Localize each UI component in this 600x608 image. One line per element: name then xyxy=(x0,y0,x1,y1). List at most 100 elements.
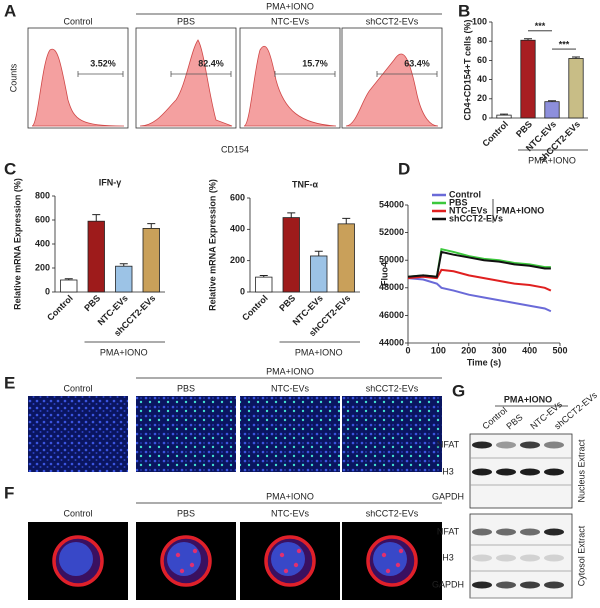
sample-label: shCCT2-EVs xyxy=(366,383,419,393)
band xyxy=(520,441,540,449)
lane-label: Control xyxy=(480,405,509,431)
legend-label: NTC-EVs xyxy=(449,205,488,215)
series-line xyxy=(407,250,551,278)
band xyxy=(496,554,516,562)
x-tick-label: 0 xyxy=(405,345,410,355)
y-tick-label: 400 xyxy=(35,238,50,248)
puncta xyxy=(279,552,285,558)
bar xyxy=(282,217,300,293)
bar xyxy=(115,265,133,293)
y-axis-label: Relative mRNA Expression (%) xyxy=(207,179,217,311)
error-bar xyxy=(259,275,268,278)
band xyxy=(544,581,564,589)
error-bar xyxy=(64,278,73,280)
puncta xyxy=(296,548,302,554)
bar xyxy=(310,255,328,293)
y-tick-label: 46000 xyxy=(379,310,404,320)
puncta xyxy=(293,562,299,568)
puncta xyxy=(283,568,289,574)
error-bar xyxy=(500,113,508,116)
band xyxy=(496,441,516,449)
micrograph xyxy=(28,396,128,472)
micrograph xyxy=(342,396,442,472)
y-axis-label: Fluo4 xyxy=(379,262,389,286)
legend-group-label: PMA+IONO xyxy=(496,205,544,215)
histogram xyxy=(31,48,125,127)
fraction-label: Nucleus Extract xyxy=(576,439,586,503)
significance: *** xyxy=(535,21,546,31)
histogram xyxy=(345,53,439,127)
band xyxy=(472,468,492,476)
panel-letter: D xyxy=(398,159,410,178)
band xyxy=(544,441,564,449)
micrograph xyxy=(136,396,236,472)
y-tick-label: 50000 xyxy=(379,255,404,265)
band xyxy=(496,468,516,476)
x-tick-label: Control xyxy=(45,293,75,323)
histogram xyxy=(139,39,233,127)
histogram xyxy=(243,45,337,127)
series-line xyxy=(407,268,552,292)
band xyxy=(544,468,564,476)
row-label: GAPDH xyxy=(432,579,464,589)
sample-label: NTC-EVs xyxy=(271,383,309,393)
band xyxy=(544,528,564,536)
panel-letter: F xyxy=(4,483,14,502)
sample-label: Control xyxy=(63,383,92,393)
group-label: PMA+IONO xyxy=(504,394,552,404)
y-tick-label: 0 xyxy=(240,286,245,296)
chart-title: IFN-γ xyxy=(99,177,122,187)
band xyxy=(472,528,492,536)
band xyxy=(520,468,540,476)
micrograph xyxy=(240,396,340,472)
bar xyxy=(520,39,536,119)
band xyxy=(496,581,516,589)
x-tick-label: Control xyxy=(240,293,270,323)
error-bar xyxy=(119,263,128,267)
nucleus xyxy=(271,542,305,576)
group-label: PMA+IONO xyxy=(266,1,314,11)
y-tick-label: 44000 xyxy=(379,337,404,347)
sample-label: PBS xyxy=(177,508,195,518)
y-axis-label: Counts xyxy=(8,63,18,92)
percentage: 15.7% xyxy=(302,58,328,68)
y-tick-label: 200 xyxy=(230,255,245,265)
y-tick-label: 80 xyxy=(477,36,487,46)
fraction-label: Cytosol Extract xyxy=(576,525,586,586)
bar xyxy=(544,101,560,119)
bar xyxy=(255,276,273,293)
y-tick-label: 400 xyxy=(230,224,245,234)
x-tick-label: Control xyxy=(480,119,510,149)
chart-title: TNF-α xyxy=(292,179,318,189)
percentage: 82.4% xyxy=(198,58,224,68)
sample-label: shCCT2-EVs xyxy=(366,16,419,26)
panel-letter: C xyxy=(4,159,16,178)
x-tick-label: PBS xyxy=(514,119,534,139)
row-label: NFAT xyxy=(437,439,460,449)
y-tick-label: 54000 xyxy=(379,199,404,209)
bar xyxy=(337,223,355,293)
bar xyxy=(496,114,512,119)
group-label: PMA+IONO xyxy=(266,491,314,501)
band xyxy=(496,528,516,536)
band xyxy=(520,554,540,562)
sample-label: PBS xyxy=(177,383,195,393)
x-tick-label: 500 xyxy=(552,345,567,355)
band xyxy=(472,581,492,589)
error-bar xyxy=(524,38,532,41)
band xyxy=(520,528,540,536)
group-label: PMA+IONO xyxy=(266,366,314,376)
series-line xyxy=(407,277,552,313)
puncta xyxy=(381,552,387,558)
nucleus xyxy=(373,542,407,576)
row-label: H3 xyxy=(442,466,454,476)
sample-label: NTC-EVs xyxy=(271,508,309,518)
row-label: NFAT xyxy=(437,526,460,536)
y-tick-label: 600 xyxy=(35,214,50,224)
bar xyxy=(87,220,105,293)
band xyxy=(544,554,564,562)
puncta xyxy=(395,562,401,568)
sample-label: Control xyxy=(63,16,92,26)
puncta xyxy=(179,568,185,574)
